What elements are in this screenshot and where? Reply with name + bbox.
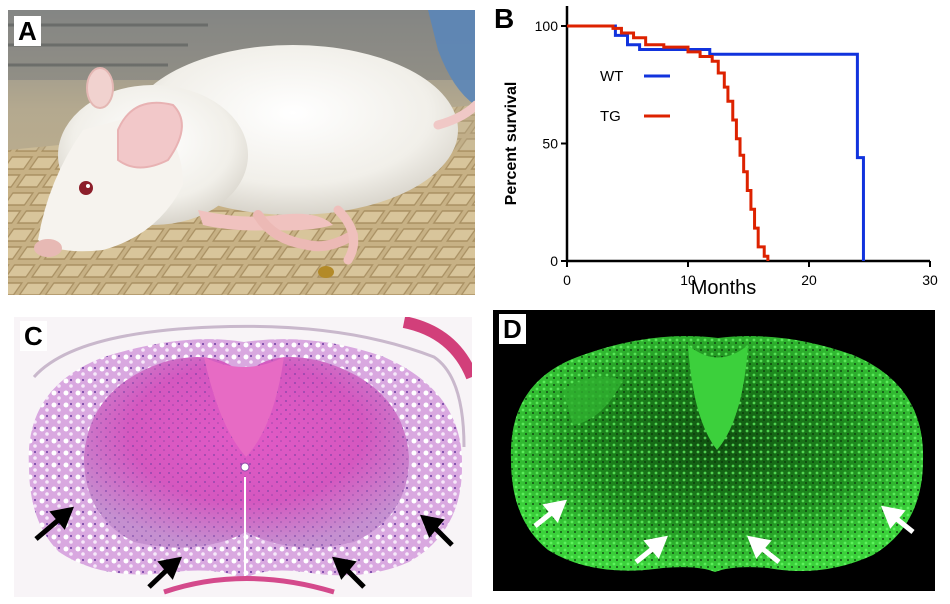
x-tick-label: 10 [680, 272, 696, 288]
rat-photo-illustration [8, 10, 475, 295]
panel-label-c: C [20, 321, 47, 351]
arrows-d [533, 499, 915, 564]
panel-d-fluorescence: D [493, 310, 935, 591]
he-section-illustration [14, 317, 472, 597]
y-axis-label: Percent survival [503, 82, 520, 206]
arrows-c [34, 506, 454, 589]
chart-axes [565, 6, 930, 263]
panel-c-he-spinal-cord: C [14, 317, 472, 597]
y-tick-label: 0 [550, 253, 558, 269]
survival-chart: 0 50 100 0 10 20 30 Percent survival Months WT… [503, 6, 938, 299]
panel-label-b: B [494, 3, 515, 34]
panel-a-rat-photo: A [8, 10, 475, 295]
series-line-tg [567, 24, 770, 261]
legend-label-tg: TG [600, 108, 621, 125]
legend-label-wt: WT [600, 68, 623, 85]
panel-label-a: A [14, 16, 41, 46]
x-tick-label: 0 [563, 272, 571, 288]
x-tick-label: 20 [801, 272, 817, 288]
x-tick-label: 30 [922, 272, 938, 288]
x-axis-label: Months [691, 277, 757, 299]
fluorescence-illustration [493, 310, 935, 591]
y-tick-label: 100 [535, 18, 559, 34]
series-line-wt [567, 24, 865, 261]
panel-label-d: D [499, 314, 526, 344]
panel-b-survival-chart: 0 50 100 0 10 20 30 Percent survival Months WT… [490, 0, 950, 300]
y-tick-label: 50 [542, 136, 558, 152]
legend: WT TG [600, 68, 670, 125]
